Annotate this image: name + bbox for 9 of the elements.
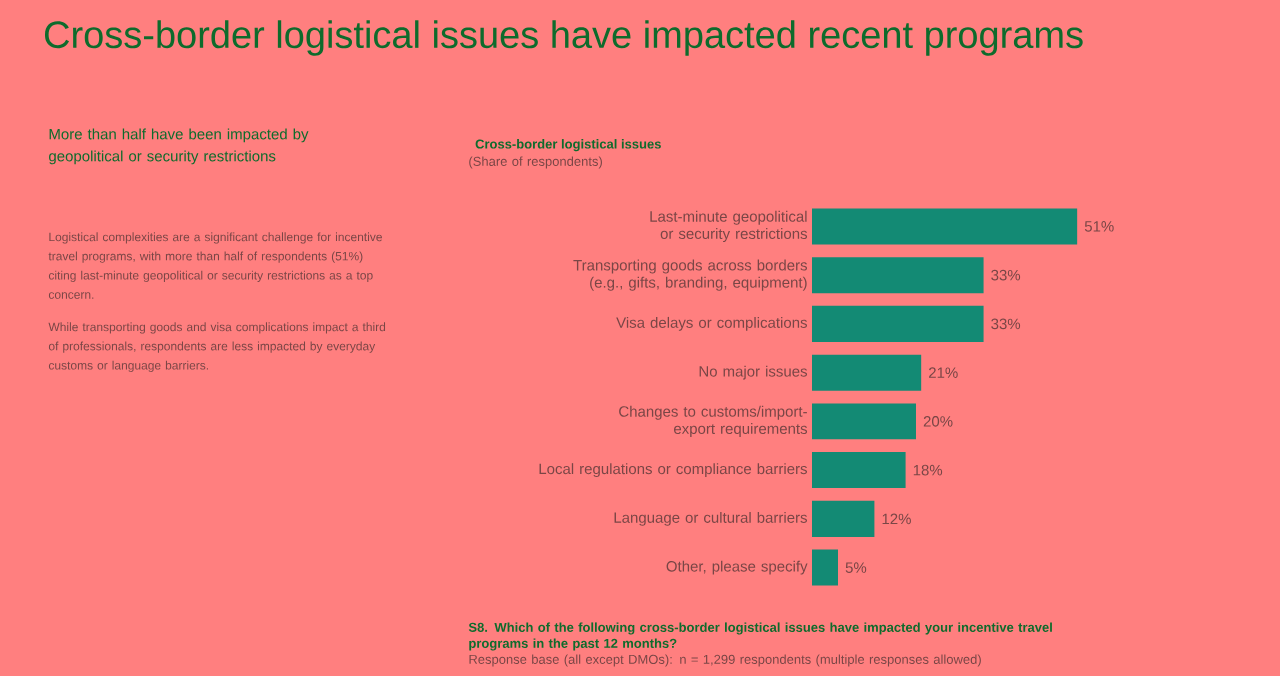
bar [812, 500, 875, 537]
bar [812, 403, 916, 440]
bar [812, 549, 838, 586]
bar [812, 305, 984, 342]
bar [812, 208, 1078, 245]
bar [812, 452, 906, 489]
chart-title: Cross-border logistical issues have impacted recent programs [44, 20, 1083, 56]
bar [812, 354, 922, 391]
bar [812, 257, 984, 294]
